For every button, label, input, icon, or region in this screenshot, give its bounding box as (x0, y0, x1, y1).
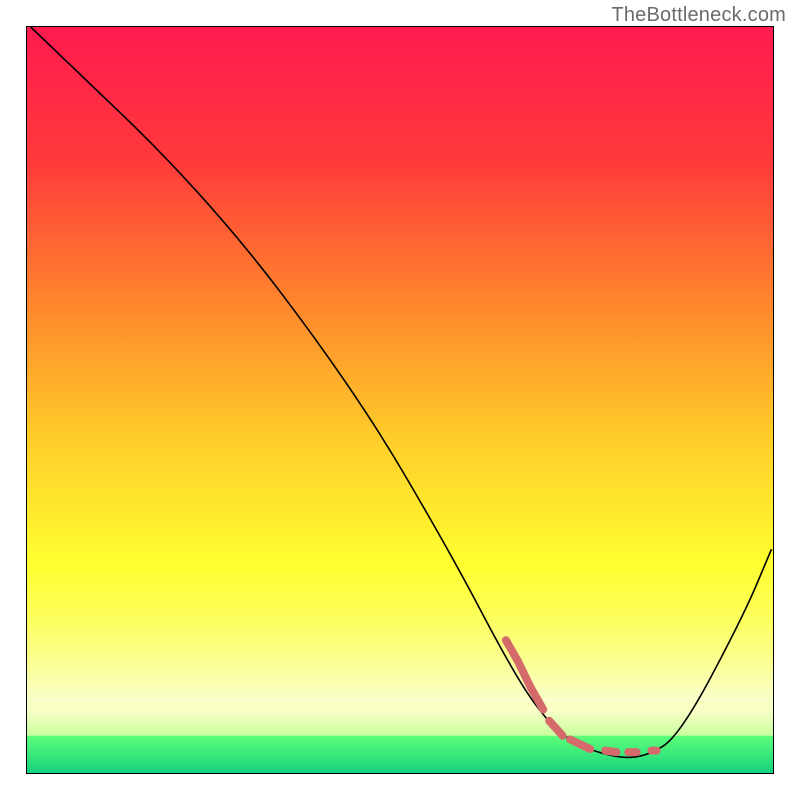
highlight-dashes-layer (27, 27, 773, 773)
highlight-dashes (506, 640, 657, 752)
bottleneck-chart: TheBottleneck.com (0, 0, 800, 800)
watermark-text: TheBottleneck.com (611, 4, 786, 27)
plot-area (26, 26, 774, 774)
